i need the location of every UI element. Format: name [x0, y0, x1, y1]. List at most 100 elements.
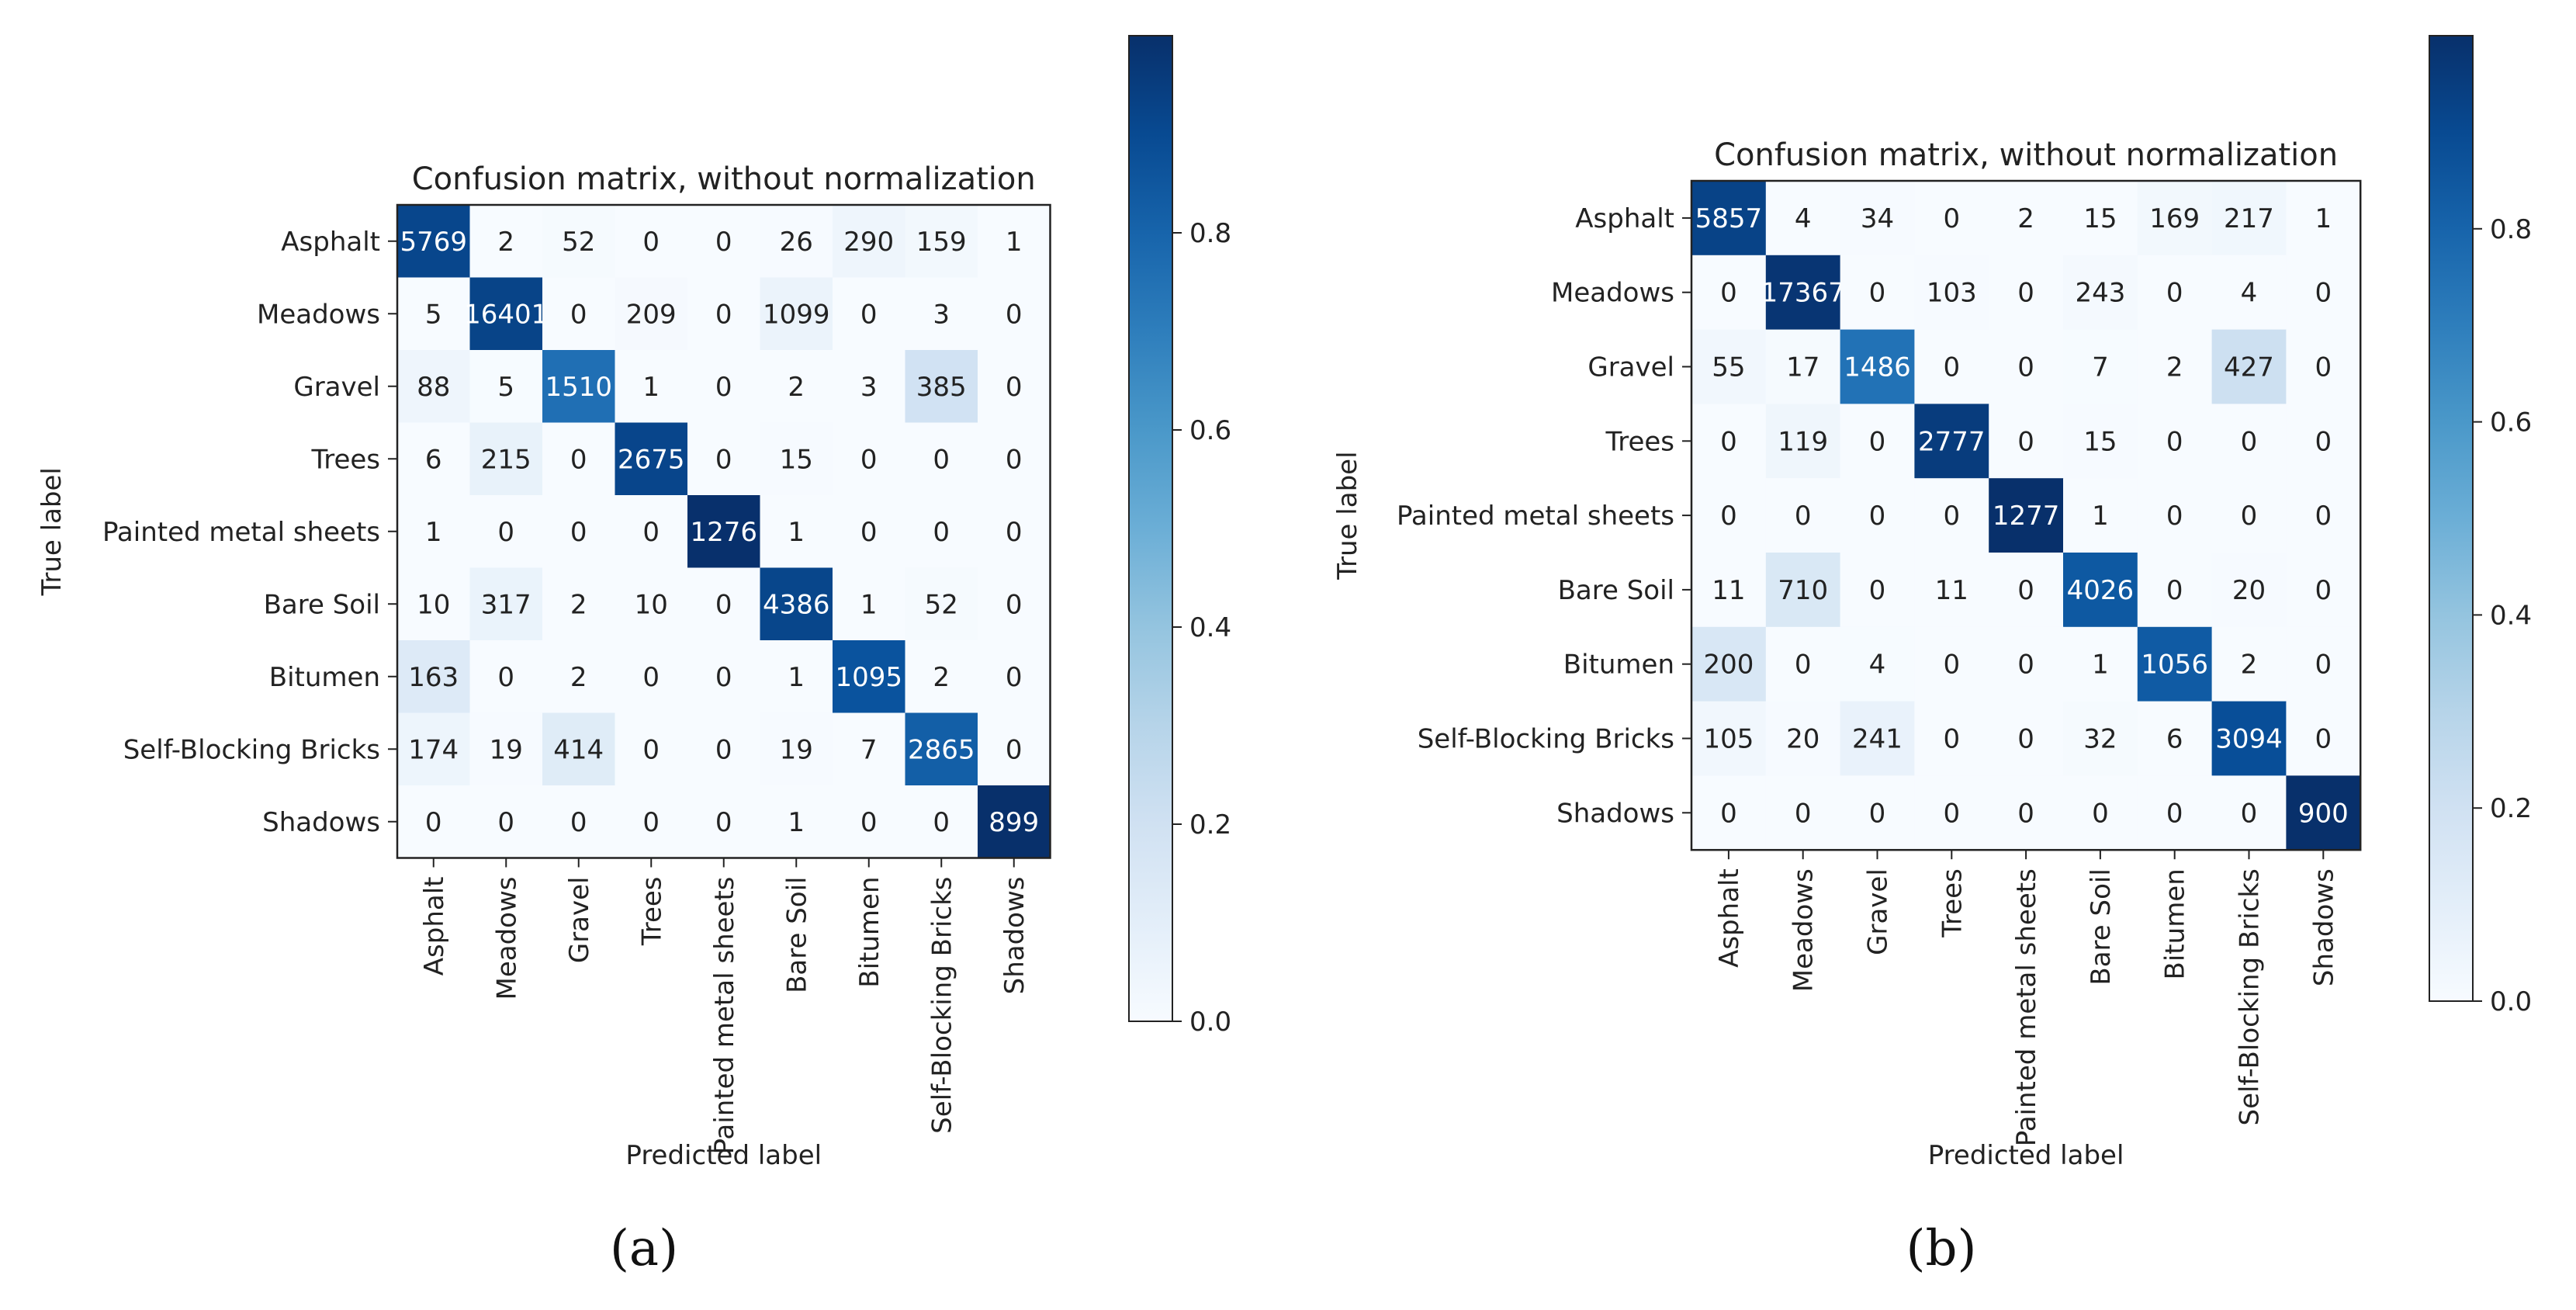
- cell-7-4: [1989, 701, 2064, 776]
- cell-value-5-2: 0: [1869, 575, 1886, 606]
- cell-value-2-0: 55: [1712, 352, 1745, 383]
- y-tick-label: Asphalt: [281, 227, 380, 258]
- cell-1-0: [397, 277, 471, 351]
- cell-3-6: [833, 422, 906, 496]
- cell-6-4: [1989, 626, 2064, 702]
- cell-value-4-8: 0: [2315, 501, 2332, 532]
- cell-5-6: [833, 567, 906, 641]
- cell-4-8: [978, 495, 1051, 569]
- cell-6-7: [905, 640, 978, 714]
- x-tick-label: Painted metal sheets: [2011, 868, 2042, 1146]
- cell-4-2: [1840, 478, 1915, 553]
- cell-8-3: [1914, 775, 1989, 851]
- cell-value-0-8: 1: [1006, 227, 1023, 258]
- cell-2-7: [905, 350, 978, 424]
- cell-0-4: [687, 205, 761, 279]
- cell-value-2-0: 88: [417, 372, 450, 403]
- cell-value-3-2: 0: [570, 444, 587, 475]
- cell-6-6: [833, 640, 906, 714]
- cell-value-1-8: 0: [1006, 299, 1023, 330]
- y-tick-label: Shadows: [262, 807, 380, 838]
- cell-5-8: [2286, 553, 2361, 628]
- cell-3-3: [615, 422, 688, 496]
- cell-value-5-6: 0: [2166, 575, 2183, 606]
- cell-value-2-4: 0: [2017, 352, 2034, 383]
- cell-value-6-7: 2: [933, 662, 950, 693]
- cell-value-2-8: 0: [2315, 352, 2332, 383]
- cell-value-5-6: 1: [860, 589, 878, 620]
- cell-8-5: [760, 785, 833, 859]
- x-tick-label: Asphalt: [419, 877, 450, 976]
- cell-value-8-1: 0: [1795, 798, 1812, 829]
- cell-value-7-8: 0: [1006, 734, 1023, 765]
- x-tick-label: Bare Soil: [2086, 868, 2117, 985]
- cell-2-8: [978, 350, 1051, 424]
- cell-4-3: [1914, 478, 1989, 553]
- cell-value-4-2: 0: [570, 517, 587, 548]
- cell-value-4-2: 0: [1869, 501, 1886, 532]
- cell-value-1-2: 0: [1869, 278, 1886, 309]
- cell-value-5-7: 20: [2232, 575, 2266, 606]
- cell-value-6-8: 0: [1006, 662, 1023, 693]
- x-tick-label: Gravel: [1863, 868, 1894, 955]
- cell-3-8: [978, 422, 1051, 496]
- cell-7-6: [833, 712, 906, 786]
- cell-3-0: [397, 422, 471, 496]
- cell-5-3: [1914, 553, 1989, 628]
- cell-value-6-4: 0: [715, 662, 732, 693]
- cell-4-8: [2286, 478, 2361, 553]
- cell-value-1-3: 103: [1927, 278, 1977, 309]
- cell-5-2: [1840, 553, 1915, 628]
- cell-4-4: [687, 495, 761, 569]
- colorbar-tick-label: 0.4: [2490, 600, 2532, 631]
- y-tick-label: Bitumen: [1563, 650, 1674, 681]
- cell-value-3-2: 0: [1869, 426, 1886, 457]
- y-tick-label: Self-Blocking Bricks: [123, 734, 380, 765]
- cell-value-5-5: 4386: [763, 589, 830, 620]
- cell-7-8: [2286, 701, 2361, 776]
- cell-value-3-5: 15: [2083, 426, 2117, 457]
- cell-value-8-0: 0: [425, 807, 442, 838]
- x-tick-label: Bitumen: [2160, 868, 2191, 979]
- cell-8-7: [2211, 775, 2287, 851]
- cell-value-3-8: 0: [2315, 426, 2332, 457]
- cell-value-8-8: 899: [989, 807, 1039, 838]
- cell-6-4: [687, 640, 761, 714]
- cell-value-7-4: 0: [715, 734, 732, 765]
- cell-value-8-5: 0: [2092, 798, 2109, 829]
- cell-0-8: [978, 205, 1051, 279]
- y-tick-label: Self-Blocking Bricks: [1418, 724, 1674, 755]
- cell-value-5-5: 4026: [2067, 575, 2135, 606]
- cell-7-5: [2063, 701, 2138, 776]
- cell-value-1-5: 243: [2075, 278, 2125, 309]
- cell-value-3-5: 15: [780, 444, 813, 475]
- cell-3-4: [687, 422, 761, 496]
- cell-value-1-7: 4: [2241, 278, 2258, 309]
- x-tick-label: Shadows: [999, 877, 1030, 995]
- chart-title: Confusion matrix, without normalization: [1714, 137, 2338, 173]
- cell-6-1: [1765, 626, 1841, 702]
- cell-8-8: [978, 785, 1051, 859]
- cell-value-1-4: 0: [2017, 278, 2034, 309]
- cell-1-4: [1989, 255, 2064, 331]
- cell-1-8: [2286, 255, 2361, 331]
- y-tick-label: Shadows: [1556, 798, 1674, 829]
- cell-value-4-4: 1276: [690, 517, 757, 548]
- panel-label: (a): [610, 1220, 678, 1277]
- y-axis-label: True label: [1332, 451, 1363, 580]
- cell-1-6: [2137, 255, 2213, 331]
- cell-4-0: [397, 495, 471, 569]
- cell-value-0-3: 0: [642, 227, 660, 258]
- cell-8-6: [2137, 775, 2213, 851]
- cell-value-7-7: 2865: [908, 734, 975, 765]
- cell-6-0: [397, 640, 471, 714]
- cell-value-4-5: 1: [788, 517, 805, 548]
- cell-5-5: [2063, 553, 2138, 628]
- cell-value-1-6: 0: [860, 299, 878, 330]
- cell-value-7-4: 0: [2017, 724, 2034, 755]
- cell-7-6: [2137, 701, 2213, 776]
- cell-8-2: [542, 785, 616, 859]
- cell-value-8-7: 0: [2241, 798, 2258, 829]
- cell-1-2: [1840, 255, 1915, 331]
- cell-7-1: [469, 712, 543, 786]
